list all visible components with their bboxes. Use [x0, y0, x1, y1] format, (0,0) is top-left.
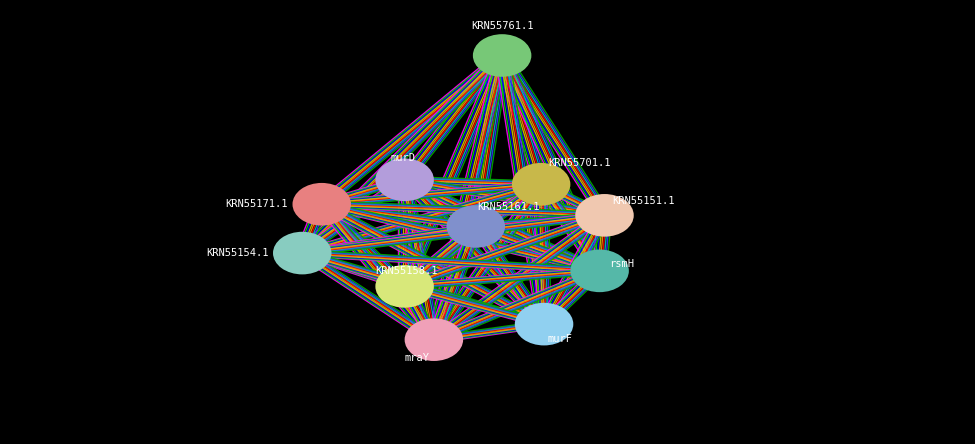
Ellipse shape [375, 159, 434, 201]
Text: KRN55154.1: KRN55154.1 [207, 248, 269, 258]
Ellipse shape [473, 34, 531, 77]
Ellipse shape [405, 318, 463, 361]
Text: KRN55161.1: KRN55161.1 [478, 202, 540, 212]
Ellipse shape [273, 232, 332, 274]
Text: KRN55761.1: KRN55761.1 [471, 21, 533, 31]
Text: KRN55151.1: KRN55151.1 [612, 196, 675, 206]
Ellipse shape [292, 183, 351, 226]
Ellipse shape [512, 163, 570, 206]
Ellipse shape [447, 205, 505, 248]
Text: murF: murF [548, 334, 573, 344]
Ellipse shape [515, 303, 573, 345]
Text: KRN55701.1: KRN55701.1 [548, 158, 610, 168]
Ellipse shape [575, 194, 634, 237]
Ellipse shape [570, 250, 629, 292]
Ellipse shape [375, 265, 434, 308]
Text: rsmH: rsmH [609, 259, 635, 269]
Text: KRN55158.1: KRN55158.1 [375, 266, 438, 276]
Text: KRN55171.1: KRN55171.1 [225, 199, 288, 209]
Text: mraY: mraY [405, 353, 430, 363]
Text: murD: murD [390, 153, 415, 163]
